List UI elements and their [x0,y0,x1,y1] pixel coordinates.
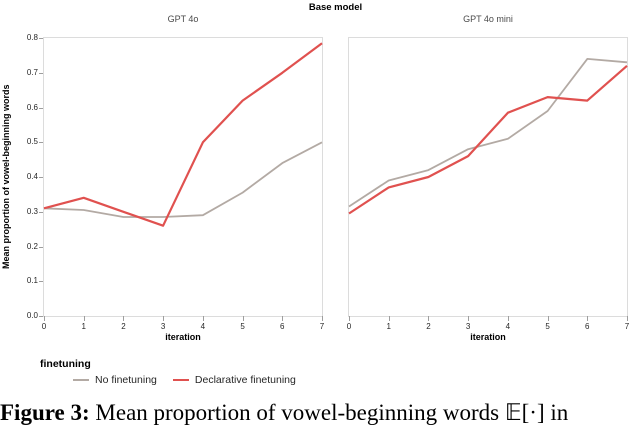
y-tick-mark [39,246,44,248]
x-tick-mark [322,316,323,321]
y-tick-label: 0.1 [26,276,38,286]
y-tick-mark [39,316,44,317]
y-tick-label: 0.0 [26,311,38,320]
y-tick-label: 0.6 [26,102,38,112]
x-tick-label: 5 [240,322,245,331]
y-tick-mark [39,281,44,283]
series-line-declarative-finetuning [348,64,628,215]
x-tick-mark [587,316,589,321]
legend-title: finetuning [40,358,91,370]
chart-title: Base model [308,2,363,13]
x-tick-mark [163,316,165,321]
x-tick-mark [388,316,390,321]
x-axis-title-right: iteration [470,332,506,342]
y-tick-mark [39,142,44,144]
x-tick-mark [428,316,430,321]
x-tick-label: 6 [585,322,590,331]
x-tick-mark [44,316,45,321]
x-tick-mark [282,316,284,321]
figure-caption-prefix: Figure 3: [0,400,90,425]
x-tick-mark [202,316,204,321]
y-tick-mark [39,211,44,213]
x-tick-mark [507,316,509,321]
x-tick-mark [83,316,85,321]
plot-panel-gpt-4o [43,37,323,317]
x-tick-label: 1 [386,322,391,331]
y-tick-label: 0.5 [26,137,38,147]
x-tick-label: 0 [346,322,352,331]
x-tick-label: 5 [545,322,550,331]
y-tick-label: 0.3 [26,206,38,216]
series-line-no-finetuning [43,141,323,218]
legend-item-declarative-finetuning: Declarative finetuning [172,374,296,386]
x-tick-label: 2 [121,322,126,331]
plot-panel-gpt-4o-mini [348,37,628,317]
x-tick-label: 3 [465,322,471,331]
x-tick-label: 2 [426,322,431,331]
y-tick-label: 0.7 [26,67,38,77]
x-tick-label: 4 [505,322,511,331]
line-swatch-red [172,379,189,381]
line-plot-gpt-4o [43,42,323,227]
x-tick-mark [468,316,470,321]
y-tick-mark [39,177,44,178]
x-tick-mark [242,316,244,321]
legend-label: Declarative finetuning [194,374,296,386]
y-tick-label: 0.2 [26,241,38,251]
series-line-no-finetuning [348,57,628,208]
legend: No finetuning Declarative finetuning [73,374,296,386]
x-tick-mark [547,316,549,321]
facet-title-gpt-4o-mini: GPT 4o mini [463,14,513,24]
x-tick-label: 1 [81,322,86,331]
facet-title-gpt-4o: GPT 4o [167,14,199,24]
legend-item-no-finetuning: No finetuning [73,374,157,386]
x-tick-label: 3 [160,322,166,331]
x-tick-mark [123,316,125,321]
x-tick-label: 0 [41,322,47,331]
legend-label: No finetuning [95,374,157,386]
x-tick-label: 7 [624,322,630,331]
figure-caption: Figure 3: Mean proportion of vowel-begin… [0,400,634,426]
y-tick-label: 0.4 [26,172,38,181]
y-tick-label: 0.8 [26,33,38,42]
x-tick-label: 6 [280,322,285,331]
series-line-declarative-finetuning [43,42,323,227]
x-tick-mark [349,316,350,321]
x-tick-label: 7 [319,322,325,331]
x-axis-title-left: iteration [165,332,201,342]
x-tick-label: 4 [200,322,206,331]
line-plot-gpt-4o-mini [348,57,628,215]
line-swatch-gray [73,379,89,381]
x-tick-mark [627,316,628,321]
figure-caption-text: Mean proportion of vowel-beginning words… [89,400,569,425]
y-tick-mark [39,38,44,39]
y-tick-mark [39,107,44,109]
y-tick-mark [39,72,44,74]
